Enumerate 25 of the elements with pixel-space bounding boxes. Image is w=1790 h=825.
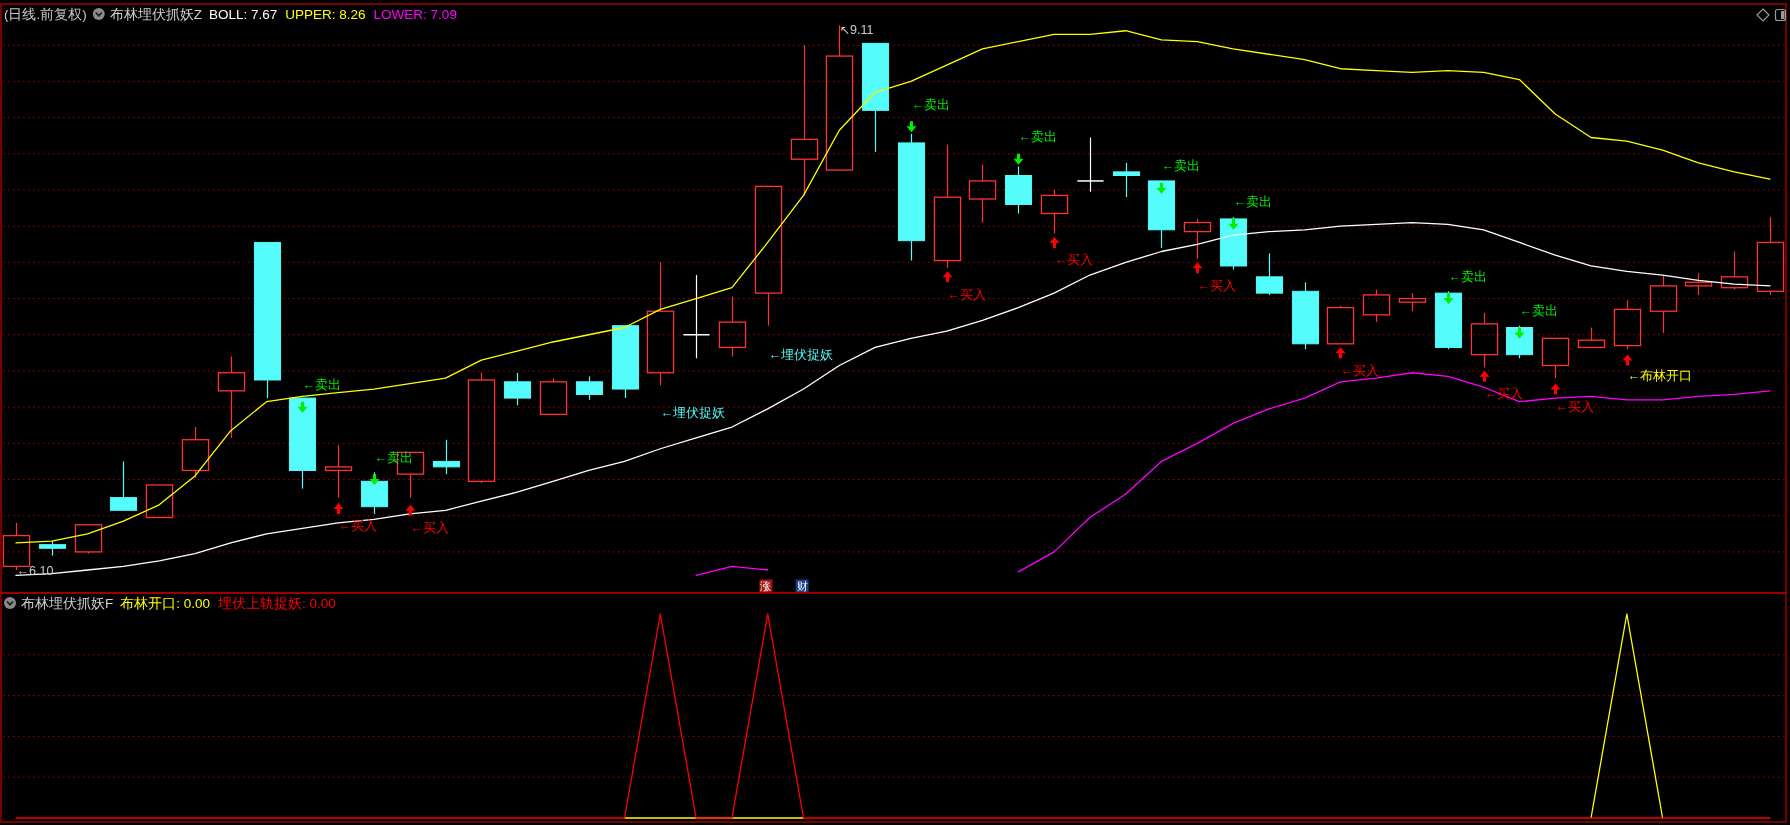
data-label: ←卖出 — [911, 97, 950, 112]
data-label: ←卖出 — [1018, 130, 1057, 145]
data-label: ←买入 — [338, 519, 377, 534]
data-label: ←买入 — [1197, 278, 1236, 293]
header: 布林埋伏抓妖F 布林开口: 0.00 埋伏上轨捉妖: 0.00 — [4, 595, 336, 611]
legend: 布林开口: 0.00 埋伏上轨捉妖: 0.00 — [120, 595, 336, 611]
data-label: ←卖出 — [1448, 269, 1487, 284]
data-label: ←买入 — [1340, 363, 1379, 378]
legend-title: 布林埋伏抓妖Z — [109, 6, 202, 22]
header: (日线.前复权) 布林埋伏抓妖Z BOLL: 7.67 UPPER: 8.26 LOWER: 7.09 — [4, 6, 457, 22]
data-label: ←买入 — [410, 521, 449, 536]
data-label: ←卖出 — [1233, 195, 1272, 210]
annotation: ↖9.11 — [839, 23, 874, 38]
data-label: ←买入 — [947, 287, 986, 302]
annotation: ←埋伏捉妖 — [768, 347, 833, 362]
data-label: ←卖出 — [1519, 303, 1558, 318]
annotation: ←布林开口 — [1627, 369, 1692, 384]
legend: BOLL: 7.67 UPPER: 8.26 LOWER: 7.09 — [209, 6, 457, 22]
chart-title: (日线.前复权) — [4, 6, 87, 22]
annotation: ←埋伏捉妖 — [660, 405, 725, 420]
legend-title: 布林埋伏抓妖F — [21, 595, 114, 611]
data-label: ←卖出 — [302, 378, 341, 393]
data-label: ←买入 — [1555, 400, 1594, 415]
data-label: ←买入 — [1054, 253, 1093, 268]
data-label: ←卖出 — [1161, 159, 1200, 174]
